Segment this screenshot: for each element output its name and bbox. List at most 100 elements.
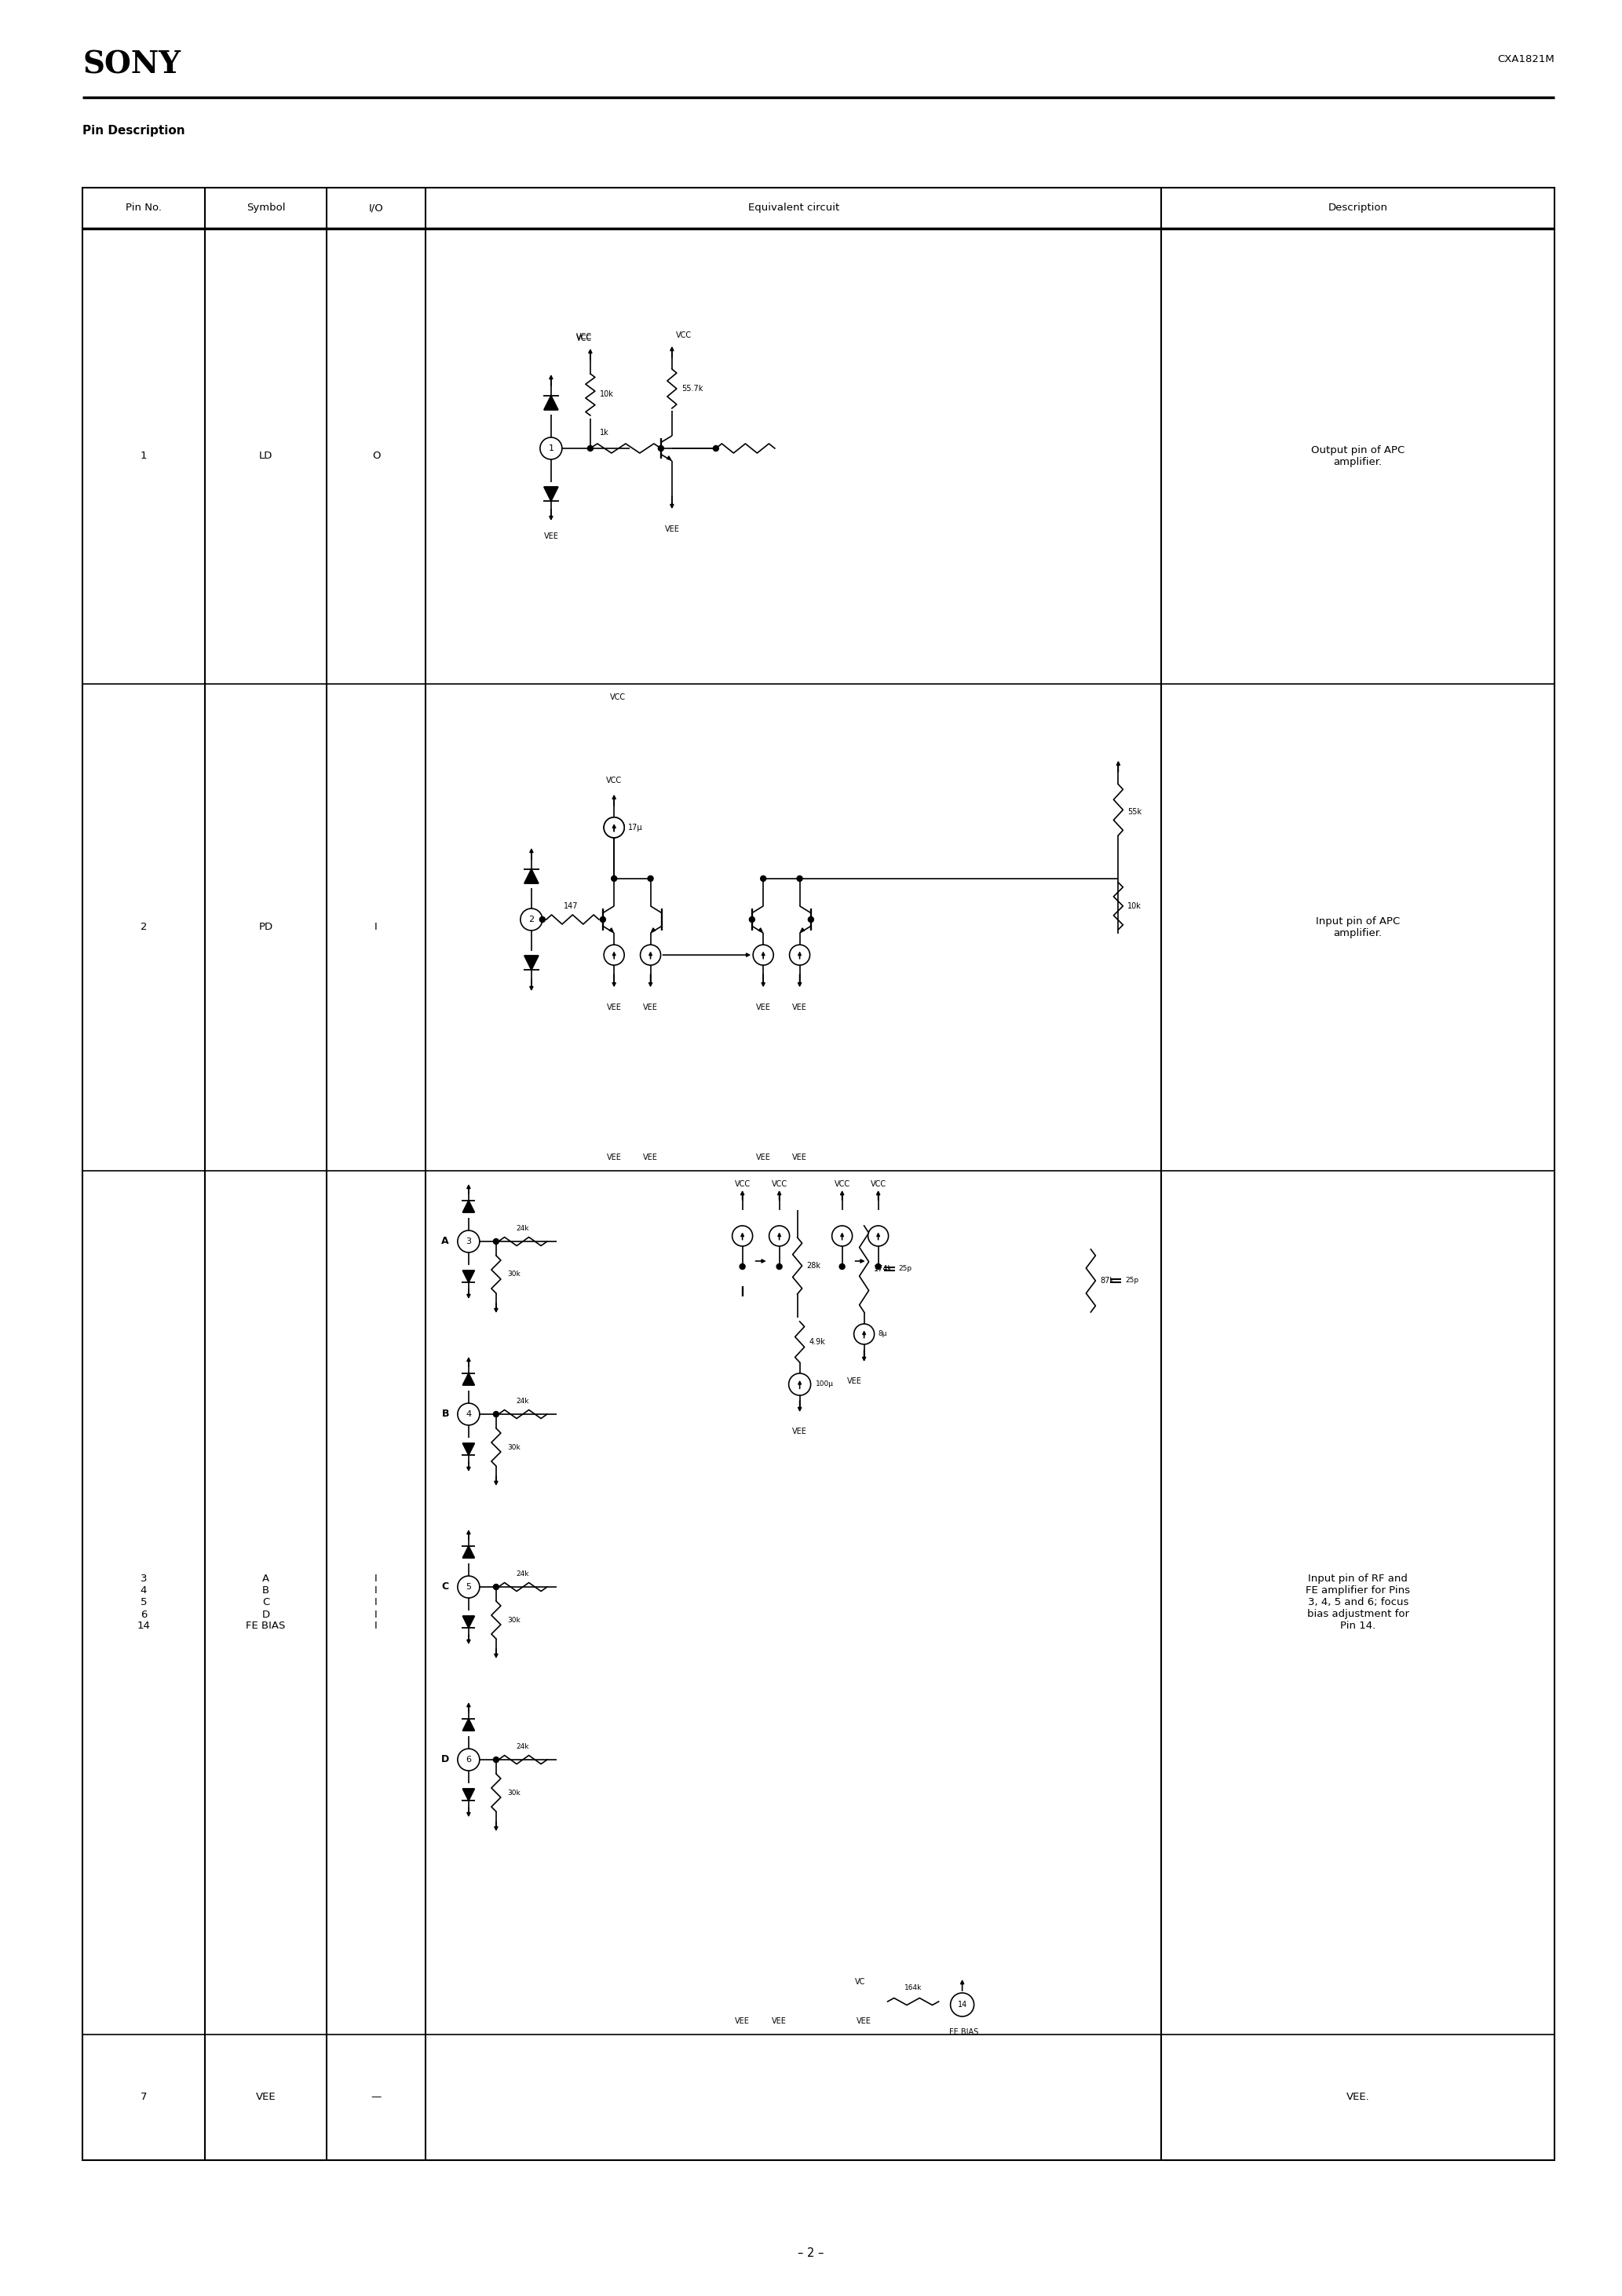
Polygon shape xyxy=(462,1720,475,1731)
Polygon shape xyxy=(462,1545,475,1559)
Text: O: O xyxy=(371,450,380,461)
Text: 10k: 10k xyxy=(600,390,613,400)
Circle shape xyxy=(457,1575,480,1598)
Text: FE BIAS: FE BIAS xyxy=(949,2027,978,2037)
Text: VCC: VCC xyxy=(735,1180,751,1187)
Text: 5: 5 xyxy=(466,1582,472,1591)
Circle shape xyxy=(777,1263,782,1270)
Text: VEE: VEE xyxy=(756,1153,770,1162)
Circle shape xyxy=(761,875,766,882)
Text: VEE: VEE xyxy=(772,2018,787,2025)
Circle shape xyxy=(659,445,663,450)
Text: VEE: VEE xyxy=(792,1003,808,1013)
Text: 87k: 87k xyxy=(1100,1277,1114,1286)
Circle shape xyxy=(611,875,616,882)
Text: I: I xyxy=(375,923,378,932)
Text: 6: 6 xyxy=(466,1756,472,1763)
Text: 17µ: 17µ xyxy=(628,824,642,831)
Polygon shape xyxy=(462,1201,475,1212)
Circle shape xyxy=(753,944,774,964)
Circle shape xyxy=(832,1226,852,1247)
Text: 24k: 24k xyxy=(516,1570,529,1577)
Text: 25p: 25p xyxy=(899,1265,912,1272)
Text: Pin No.: Pin No. xyxy=(125,202,162,214)
Polygon shape xyxy=(543,395,558,411)
Circle shape xyxy=(796,875,803,882)
Text: VEE: VEE xyxy=(607,1153,621,1162)
Text: VCC: VCC xyxy=(871,1180,886,1187)
Circle shape xyxy=(740,1263,744,1270)
Text: C: C xyxy=(441,1582,449,1591)
Text: 1: 1 xyxy=(139,450,148,461)
Text: A: A xyxy=(441,1235,449,1247)
Text: 2: 2 xyxy=(139,923,148,932)
Circle shape xyxy=(587,445,594,450)
Text: VC: VC xyxy=(855,1977,866,1986)
Text: 147: 147 xyxy=(563,902,577,909)
Text: VEE: VEE xyxy=(792,1153,808,1162)
Circle shape xyxy=(876,1263,881,1270)
Text: 174k: 174k xyxy=(874,1265,892,1272)
Circle shape xyxy=(788,1373,811,1396)
Circle shape xyxy=(647,875,654,882)
Text: – 2 –: – 2 – xyxy=(798,2248,824,2259)
Circle shape xyxy=(600,916,605,923)
Circle shape xyxy=(603,817,624,838)
Text: B: B xyxy=(441,1410,449,1419)
Text: 25p: 25p xyxy=(1126,1277,1139,1283)
Text: 100µ: 100µ xyxy=(816,1380,834,1387)
Circle shape xyxy=(808,916,814,923)
Text: 164k: 164k xyxy=(905,1984,921,1991)
Text: SONY: SONY xyxy=(83,51,180,80)
Circle shape xyxy=(521,909,542,930)
Text: Input pin of APC
amplifier.: Input pin of APC amplifier. xyxy=(1315,916,1400,939)
Text: VCC: VCC xyxy=(576,335,592,342)
Circle shape xyxy=(493,1412,500,1417)
Circle shape xyxy=(790,944,809,964)
Text: Pin Description: Pin Description xyxy=(83,124,185,138)
Text: 3
4
5
6
14: 3 4 5 6 14 xyxy=(136,1575,151,1630)
Polygon shape xyxy=(543,487,558,501)
Text: VEE: VEE xyxy=(642,1003,659,1013)
Text: VEE: VEE xyxy=(856,2018,871,2025)
Circle shape xyxy=(493,1756,500,1763)
Polygon shape xyxy=(462,1789,475,1800)
Text: —: — xyxy=(371,2092,381,2103)
Text: 30k: 30k xyxy=(508,1444,521,1451)
Text: CXA1821M: CXA1821M xyxy=(1497,55,1554,64)
Circle shape xyxy=(714,445,719,450)
Circle shape xyxy=(540,916,545,923)
Text: VEE: VEE xyxy=(665,526,680,533)
Text: 4: 4 xyxy=(466,1410,472,1419)
Text: 7: 7 xyxy=(139,2092,148,2103)
Text: 1k: 1k xyxy=(600,429,608,436)
Circle shape xyxy=(493,1240,500,1244)
Text: 24k: 24k xyxy=(516,1226,529,1233)
Text: PD: PD xyxy=(258,923,272,932)
Text: VEE.: VEE. xyxy=(1346,2092,1369,2103)
Text: 30k: 30k xyxy=(508,1272,521,1279)
Circle shape xyxy=(457,1403,480,1426)
Text: VCC: VCC xyxy=(576,333,592,340)
Text: 24k: 24k xyxy=(516,1398,529,1405)
Text: VEE: VEE xyxy=(543,533,558,540)
Polygon shape xyxy=(462,1270,475,1281)
Circle shape xyxy=(457,1750,480,1770)
Text: VCC: VCC xyxy=(772,1180,787,1187)
Text: VCC: VCC xyxy=(676,331,691,340)
Text: 1: 1 xyxy=(548,445,553,452)
Bar xyxy=(83,188,1554,2161)
Text: VCC: VCC xyxy=(607,776,621,785)
Circle shape xyxy=(839,1263,845,1270)
Text: Description: Description xyxy=(1328,202,1388,214)
Text: Input pin of RF and
FE amplifier for Pins
3, 4, 5 and 6; focus
bias adjustment f: Input pin of RF and FE amplifier for Pin… xyxy=(1306,1575,1410,1630)
Circle shape xyxy=(853,1325,874,1343)
Circle shape xyxy=(868,1226,889,1247)
Circle shape xyxy=(603,817,624,838)
Text: VEE: VEE xyxy=(607,1003,621,1013)
Circle shape xyxy=(457,1231,480,1251)
Circle shape xyxy=(603,944,624,964)
Polygon shape xyxy=(462,1616,475,1628)
Text: Equivalent circuit: Equivalent circuit xyxy=(748,202,839,214)
Text: Output pin of APC
amplifier.: Output pin of APC amplifier. xyxy=(1311,445,1405,466)
